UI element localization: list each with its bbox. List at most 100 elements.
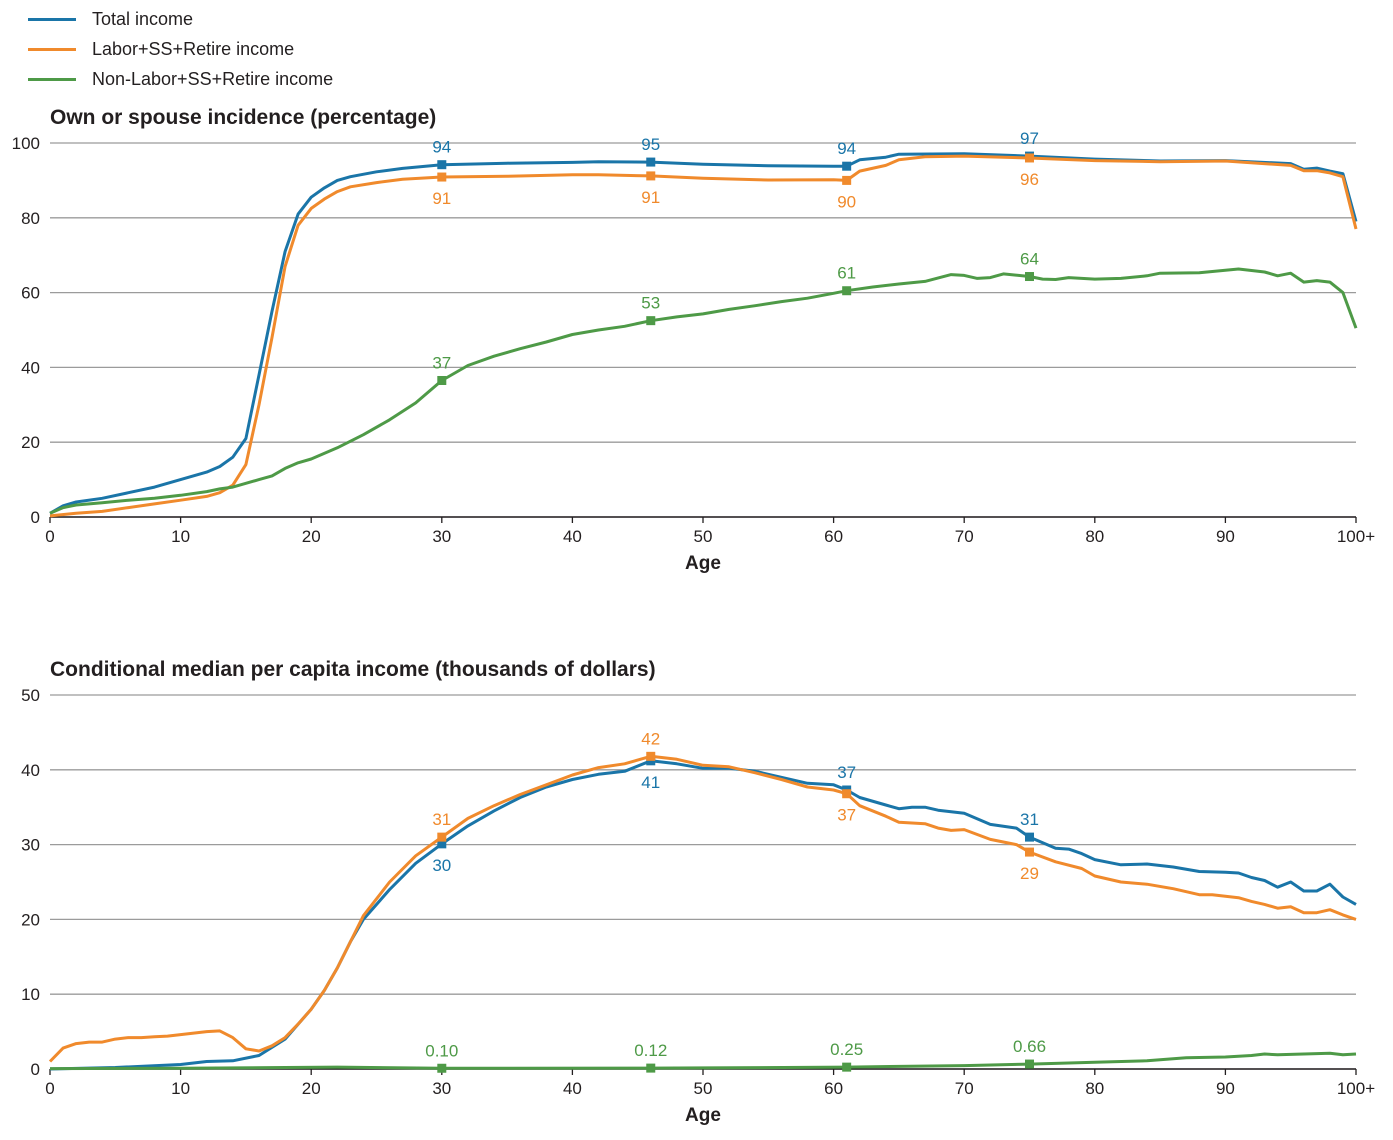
data-marker-non-labor-ss-retire-income — [1025, 272, 1034, 282]
data-marker-non-labor-ss-retire-income — [437, 1063, 447, 1073]
data-marker-non-labor-ss-retire-income — [842, 286, 852, 296]
legend-label-labor-income: Labor+SS+Retire income — [92, 38, 295, 59]
data-marker-total-income — [437, 839, 447, 849]
series-line-non-labor-ss-retire-income — [49, 267, 1358, 515]
legend: Total income Labor+SS+Retire income Non-… — [28, 4, 333, 94]
data-label-labor-ss-retire-income: 91 — [432, 189, 451, 208]
x-tick-label: 70 — [955, 1079, 974, 1098]
x-tick-label: 30 — [432, 527, 451, 546]
data-marker-total-income — [646, 157, 656, 167]
x-tick-label: 20 — [302, 527, 321, 546]
legend-swatch-total-income — [28, 17, 76, 21]
y-tick-label: 0 — [31, 508, 40, 527]
y-tick-label: 50 — [21, 686, 40, 705]
series-line-labor-ss-retire-income — [48, 754, 1357, 1063]
x-tick-label: 40 — [563, 527, 582, 546]
data-marker-labor-ss-retire-income — [646, 171, 656, 181]
legend-label-nonlabor-income: Non-Labor+SS+Retire income — [92, 68, 334, 89]
data-label-non-labor-ss-retire-income: 53 — [641, 294, 660, 313]
x-tick-label: 80 — [1085, 1079, 1104, 1098]
y-tick-label: 60 — [21, 284, 40, 303]
chart-title-incidence: Own or spouse incidence (percentage) — [50, 106, 437, 129]
x-tick-label: 10 — [171, 1079, 190, 1098]
data-label-labor-ss-retire-income: 29 — [1020, 864, 1039, 883]
median-income-chart: 0 10 20 30 40 50 0 10 20 30 40 50 60 70 80 90 100+ Age 30 4… — [21, 686, 1375, 1126]
data-marker-non-labor-ss-retire-income — [646, 1063, 656, 1073]
data-label-labor-ss-retire-income: 90 — [837, 192, 856, 211]
x-tick-label: 60 — [824, 527, 843, 546]
data-label-non-labor-ss-retire-income: 37 — [432, 353, 451, 372]
incidence-chart: 0 20 40 60 80 100 0 10 20 30 40 50 60 70 80 90 100+ Age 94… — [12, 129, 1376, 574]
x-tick-label: 70 — [955, 527, 974, 546]
data-label-total-income: 30 — [432, 856, 451, 875]
y-tick-label: 0 — [31, 1060, 40, 1079]
x-tick-label: 90 — [1216, 527, 1235, 546]
legend-label-total-income: Total income — [92, 8, 194, 29]
x-tick-label: 20 — [302, 1079, 321, 1098]
data-marker-total-income — [437, 160, 447, 170]
data-label-total-income: 41 — [641, 773, 660, 792]
x-tick-label: 30 — [432, 1079, 451, 1098]
x-tick-label: 100+ — [1337, 527, 1375, 546]
data-label-total-income: 94 — [432, 138, 451, 157]
data-marker-labor-ss-retire-income — [1025, 153, 1034, 163]
y-tick-label: 20 — [21, 433, 40, 452]
data-marker-non-labor-ss-retire-income — [842, 1062, 852, 1072]
data-marker-non-labor-ss-retire-income — [437, 375, 447, 385]
y-tick-label: 80 — [21, 209, 40, 228]
x-tick-label: 0 — [45, 527, 54, 546]
data-label-non-labor-ss-retire-income: 0.12 — [634, 1041, 667, 1060]
data-label-total-income: 95 — [641, 135, 660, 154]
x-tick-label: 40 — [563, 1079, 582, 1098]
data-marker-labor-ss-retire-income — [842, 175, 852, 185]
legend-item-total-income: Total income — [28, 4, 333, 34]
y-tick-label: 30 — [21, 836, 40, 855]
x-tick-label: 60 — [824, 1079, 843, 1098]
data-label-labor-ss-retire-income: 91 — [641, 188, 660, 207]
legend-swatch-nonlabor-income — [28, 77, 76, 81]
data-marker-non-labor-ss-retire-income — [646, 316, 656, 326]
data-label-non-labor-ss-retire-income: 0.25 — [830, 1040, 863, 1059]
x-axis-title: Age — [685, 1105, 721, 1126]
data-marker-labor-ss-retire-income — [646, 751, 656, 761]
data-marker-non-labor-ss-retire-income — [1025, 1059, 1034, 1069]
legend-swatch-labor-income — [28, 47, 76, 51]
data-marker-labor-ss-retire-income — [437, 172, 447, 182]
data-label-non-labor-ss-retire-income: 0.66 — [1013, 1037, 1046, 1056]
data-label-labor-ss-retire-income: 42 — [641, 729, 660, 748]
y-tick-label: 40 — [21, 358, 40, 377]
legend-item-nonlabor-income: Non-Labor+SS+Retire income — [28, 64, 333, 94]
data-label-total-income: 94 — [837, 139, 856, 158]
data-label-labor-ss-retire-income: 96 — [1020, 170, 1039, 189]
chart-title-median-income: Conditional median per capita income (th… — [50, 658, 656, 681]
data-label-non-labor-ss-retire-income: 61 — [837, 264, 856, 283]
data-label-labor-ss-retire-income: 37 — [837, 806, 856, 825]
x-tick-label: 100+ — [1337, 1079, 1375, 1098]
x-tick-label: 50 — [694, 1079, 713, 1098]
data-marker-labor-ss-retire-income — [1025, 847, 1034, 857]
data-label-non-labor-ss-retire-income: 0.10 — [425, 1041, 458, 1060]
data-label-labor-ss-retire-income: 31 — [432, 810, 451, 829]
x-tick-label: 80 — [1085, 527, 1104, 546]
legend-item-labor-income: Labor+SS+Retire income — [28, 34, 333, 64]
x-tick-label: 90 — [1216, 1079, 1235, 1098]
data-label-non-labor-ss-retire-income: 64 — [1020, 250, 1039, 269]
data-marker-total-income — [1025, 832, 1034, 842]
series-line-labor-ss-retire-income — [49, 154, 1358, 518]
data-marker-labor-ss-retire-income — [437, 832, 447, 842]
data-label-total-income: 37 — [837, 763, 856, 782]
data-label-total-income: 97 — [1020, 129, 1039, 148]
x-tick-label: 0 — [45, 1079, 54, 1098]
y-tick-label: 10 — [21, 985, 40, 1004]
series-line-non-labor-ss-retire-income — [49, 1051, 1357, 1071]
x-tick-label: 10 — [171, 527, 190, 546]
data-label-total-income: 31 — [1020, 810, 1039, 829]
series-line-total-income — [49, 759, 1357, 1071]
data-marker-total-income — [842, 161, 852, 171]
y-tick-label: 100 — [12, 134, 40, 153]
data-marker-labor-ss-retire-income — [842, 789, 852, 799]
y-tick-label: 40 — [21, 761, 40, 780]
x-tick-label: 50 — [694, 527, 713, 546]
x-axis-title: Age — [685, 553, 721, 574]
y-tick-label: 20 — [21, 910, 40, 929]
